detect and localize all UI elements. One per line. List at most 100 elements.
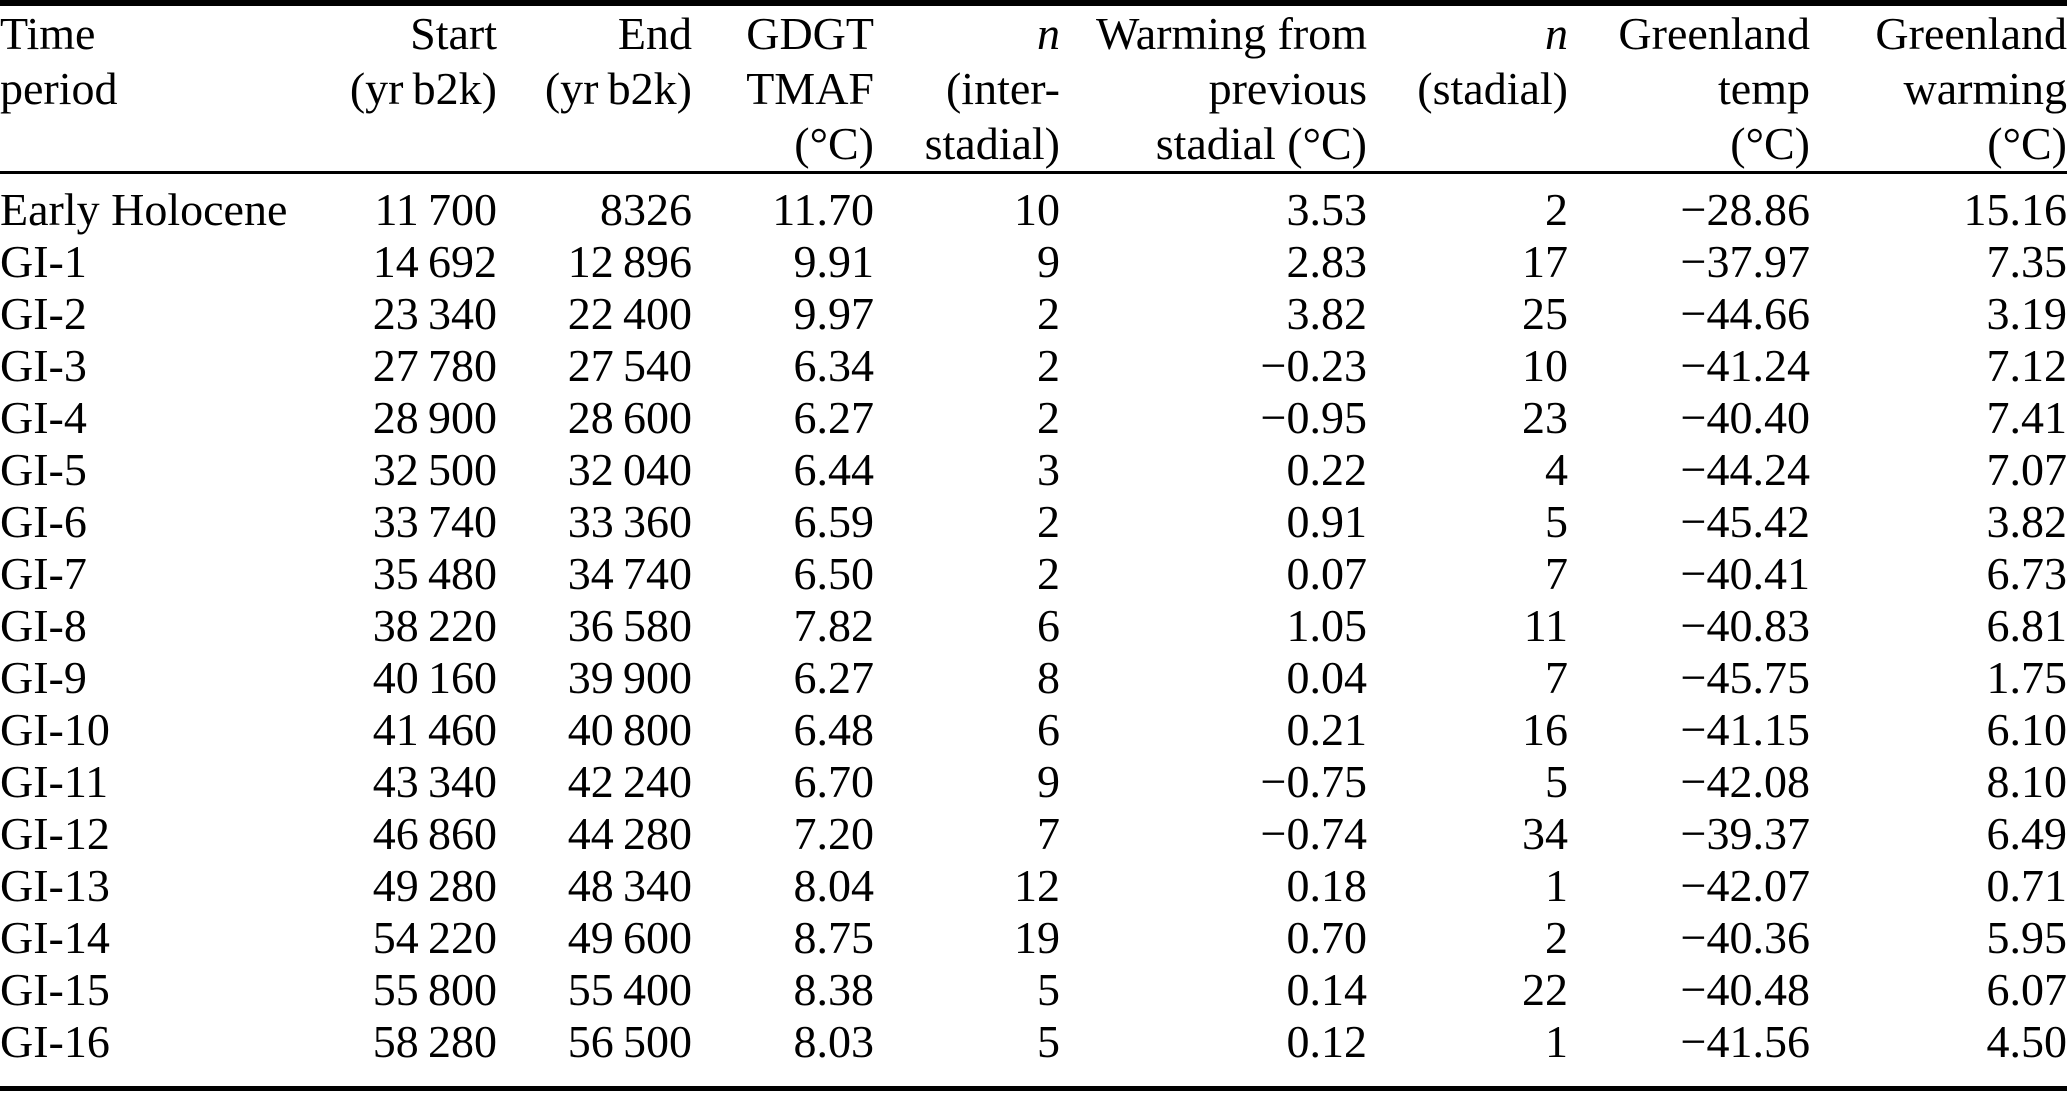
- cell-warming-from-previous-stadial: −0.75: [1260, 756, 1367, 807]
- cell-greenland-temp: −44.66: [1680, 288, 1810, 339]
- cell-n-stadial: 34: [1522, 808, 1568, 859]
- cell-n-stadial: 5: [1545, 496, 1568, 547]
- cell-n-interstadial: 12: [1014, 860, 1060, 911]
- column-header-line: (yr b2k): [349, 63, 497, 114]
- cell-gdgt-tmaf: 8.38: [793, 964, 875, 1015]
- cell-start: 46 860: [372, 808, 497, 859]
- cell-start: 35 480: [372, 548, 497, 599]
- column-header-line: (inter-: [945, 63, 1060, 114]
- cell-end: 44 280: [567, 808, 692, 859]
- cell-n-stadial: 23: [1522, 392, 1568, 443]
- row-label: Early Holocene: [0, 184, 288, 235]
- cell-n-stadial: 5: [1545, 756, 1568, 807]
- cell-start: 55 800: [372, 964, 497, 1015]
- cell-end: 32 040: [567, 444, 692, 495]
- column-header-line: n: [1037, 8, 1060, 59]
- cell-end: 36 580: [567, 600, 692, 651]
- row-label: GI-5: [0, 444, 87, 495]
- row-label: GI-12: [0, 808, 110, 859]
- cell-end: 55 400: [567, 964, 692, 1015]
- cell-greenland-warming: 7.12: [1986, 340, 2067, 391]
- cell-end: 33 360: [567, 496, 692, 547]
- column-header-line: previous: [1208, 63, 1367, 114]
- cell-end: 34 740: [567, 548, 692, 599]
- cell-n-interstadial: 3: [1037, 444, 1060, 495]
- cell-warming-from-previous-stadial: 0.70: [1286, 912, 1368, 963]
- cell-start: 23 340: [372, 288, 497, 339]
- table-row: GI-15 55 800 55 400 8.38 5 0.14 22 −40.48 6.07: [0, 964, 2067, 1016]
- row-label: GI-16: [0, 1016, 110, 1067]
- cell-greenland-warming: 7.35: [1986, 236, 2067, 287]
- cell-n-stadial: 25: [1522, 288, 1568, 339]
- column-header-n-stadial: n (stadial): [1367, 3, 1568, 174]
- cell-warming-from-previous-stadial: 0.14: [1286, 964, 1368, 1015]
- cell-greenland-temp: −40.40: [1680, 392, 1810, 443]
- table-row: GI-4 28 900 28 600 6.27 2 −0.95 23 −40.40 7.41: [0, 392, 2067, 444]
- cell-n-stadial: 2: [1545, 912, 1568, 963]
- cell-warming-from-previous-stadial: 0.04: [1286, 652, 1368, 703]
- column-header-end: End (yr b2k): [497, 3, 692, 174]
- cell-n-interstadial: 2: [1037, 340, 1060, 391]
- cell-gdgt-tmaf: 6.27: [793, 652, 875, 703]
- table-row: GI-14 54 220 49 600 8.75 19 0.70 2 −40.36 5.95: [0, 912, 2067, 964]
- cell-n-interstadial: 2: [1037, 548, 1060, 599]
- column-header-gdgt-tmaf: GDGT TMAF (°C): [692, 3, 874, 174]
- row-label: GI-10: [0, 704, 110, 755]
- cell-gdgt-tmaf: 6.27: [793, 392, 875, 443]
- cell-end: 12 896: [567, 236, 692, 287]
- cell-n-stadial: 7: [1545, 548, 1568, 599]
- column-header-line: (stadial): [1417, 63, 1568, 114]
- cell-warming-from-previous-stadial: 0.18: [1286, 860, 1368, 911]
- table-row: GI-1 14 692 12 896 9.91 9 2.83 17 −37.97 7.35: [0, 236, 2067, 288]
- cell-n-interstadial: 6: [1037, 704, 1060, 755]
- cell-n-stadial: 10: [1522, 340, 1568, 391]
- cell-n-interstadial: 9: [1037, 236, 1060, 287]
- cell-n-stadial: 17: [1522, 236, 1568, 287]
- cell-end: 28 600: [567, 392, 692, 443]
- row-label: GI-4: [0, 392, 87, 443]
- row-label: GI-11: [0, 756, 109, 807]
- cell-n-stadial: 1: [1545, 860, 1568, 911]
- cell-greenland-temp: −42.07: [1680, 860, 1810, 911]
- row-label: GI-7: [0, 548, 87, 599]
- cell-end: 42 240: [567, 756, 692, 807]
- table-row: GI-5 32 500 32 040 6.44 3 0.22 4 −44.24 7.07: [0, 444, 2067, 496]
- column-header-line: (°C): [794, 118, 874, 169]
- cell-start: 14 692: [372, 236, 497, 287]
- table-row: GI-3 27 780 27 540 6.34 2 −0.23 10 −41.24 7.12: [0, 340, 2067, 392]
- cell-warming-from-previous-stadial: 0.22: [1286, 444, 1368, 495]
- cell-n-stadial: 16: [1522, 704, 1568, 755]
- cell-n-stadial: 7: [1545, 652, 1568, 703]
- data-table: Time period Start (yr b2k) End (yr b2k) GDGT TM…: [0, 0, 2067, 1091]
- column-header-line: stadial (°C): [1155, 118, 1367, 169]
- cell-gdgt-tmaf: 6.48: [793, 704, 875, 755]
- cell-gdgt-tmaf: 6.44: [793, 444, 875, 495]
- cell-n-interstadial: 19: [1014, 912, 1060, 963]
- cell-greenland-temp: −39.37: [1680, 808, 1810, 859]
- column-header-line: n: [1545, 8, 1568, 59]
- cell-n-stadial: 2: [1545, 184, 1568, 235]
- cell-greenland-warming: 5.95: [1986, 912, 2067, 963]
- cell-greenland-warming: 6.73: [1986, 548, 2067, 599]
- table-row: Early Holocene 11 700 8326 11.70 10 3.53 2 −28.…: [0, 173, 2067, 237]
- column-header-line: Greenland: [1618, 8, 1810, 59]
- cell-end: 8326: [600, 184, 692, 235]
- cell-start: 43 340: [372, 756, 497, 807]
- cell-gdgt-tmaf: 8.04: [793, 860, 875, 911]
- cell-gdgt-tmaf: 8.75: [793, 912, 875, 963]
- cell-warming-from-previous-stadial: 2.83: [1286, 236, 1368, 287]
- cell-gdgt-tmaf: 7.82: [793, 600, 875, 651]
- column-header-line: stadial): [924, 118, 1060, 169]
- cell-warming-from-previous-stadial: 1.05: [1286, 600, 1368, 651]
- table-row: GI-13 49 280 48 340 8.04 12 0.18 1 −42.07 0.71: [0, 860, 2067, 912]
- cell-greenland-warming: 15.16: [1963, 184, 2067, 235]
- cell-start: 33 740: [372, 496, 497, 547]
- cell-n-interstadial: 8: [1037, 652, 1060, 703]
- row-label: GI-15: [0, 964, 110, 1015]
- column-header-line: (°C): [1987, 118, 2067, 169]
- table-row: GI-10 41 460 40 800 6.48 6 0.21 16 −41.15 6.10: [0, 704, 2067, 756]
- table-row: GI-16 58 280 56 500 8.03 5 0.12 1 −41.56 4.50: [0, 1016, 2067, 1089]
- table-row: GI-12 46 860 44 280 7.20 7 −0.74 34 −39.37 6.49: [0, 808, 2067, 860]
- row-label: GI-6: [0, 496, 87, 547]
